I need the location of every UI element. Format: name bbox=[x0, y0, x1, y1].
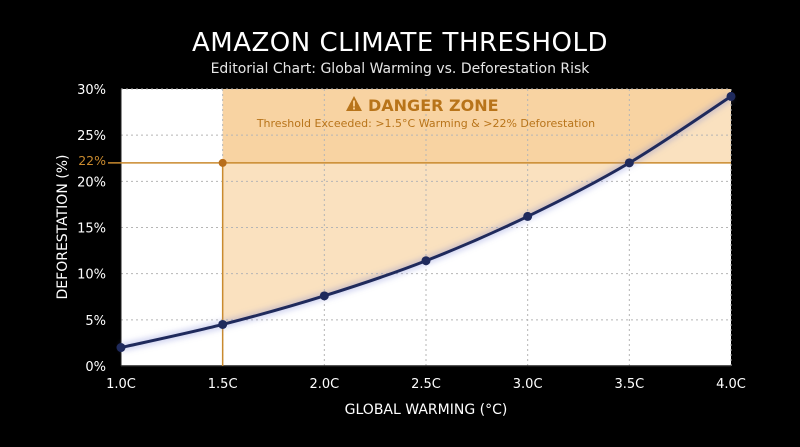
data-point bbox=[319, 291, 329, 301]
y-tick-label: 0% bbox=[85, 360, 106, 375]
danger-zone-heading: DANGER ZONE bbox=[346, 96, 499, 115]
y-axis-label: DEFORESTATION (%) bbox=[55, 155, 71, 300]
threshold-y-label: 22% bbox=[78, 153, 106, 168]
data-point bbox=[421, 256, 431, 266]
y-tick-label: 10% bbox=[77, 268, 106, 283]
data-point bbox=[218, 319, 228, 329]
chart-subtitle: Editorial Chart: Global Warming vs. Defo… bbox=[210, 61, 590, 77]
data-point bbox=[726, 91, 736, 101]
x-axis-label: GLOBAL WARMING (°C) bbox=[345, 402, 508, 418]
data-point bbox=[523, 211, 533, 221]
threshold-marker bbox=[218, 158, 227, 167]
x-tick-label: 2.5C bbox=[411, 377, 441, 392]
x-tick-label: 1.5C bbox=[208, 377, 238, 392]
x-tick-label: 4.0C bbox=[716, 377, 746, 392]
data-point bbox=[116, 343, 126, 353]
x-tick-label: 3.5C bbox=[614, 377, 644, 392]
chart-title: AMAZON CLIMATE THRESHOLD bbox=[191, 28, 609, 58]
warning-icon bbox=[346, 96, 362, 111]
y-tick-label: 25% bbox=[77, 129, 106, 144]
y-tick-label: 15% bbox=[77, 222, 106, 237]
y-tick-label: 30% bbox=[77, 83, 106, 98]
danger-zone-title: DANGER ZONE bbox=[368, 96, 499, 115]
y-tick-label: 20% bbox=[77, 175, 106, 190]
data-point bbox=[624, 158, 634, 168]
danger-zone-subtitle: Threshold Exceeded: >1.5°C Warming & >22… bbox=[256, 117, 595, 130]
y-tick-label: 5% bbox=[85, 314, 106, 329]
x-tick-label: 1.0C bbox=[106, 377, 136, 392]
x-tick-label: 3.0C bbox=[513, 377, 543, 392]
x-tick-label: 2.0C bbox=[309, 377, 339, 392]
